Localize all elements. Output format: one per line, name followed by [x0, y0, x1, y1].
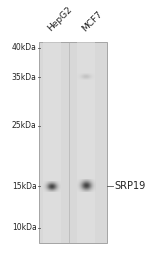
FancyBboxPatch shape — [39, 42, 107, 243]
Text: 40kDa: 40kDa — [12, 43, 37, 52]
FancyBboxPatch shape — [44, 42, 61, 243]
Text: 15kDa: 15kDa — [12, 182, 37, 191]
Text: 25kDa: 25kDa — [12, 121, 37, 130]
Text: 35kDa: 35kDa — [12, 72, 37, 81]
Text: HepG2: HepG2 — [46, 5, 74, 33]
FancyBboxPatch shape — [77, 42, 95, 243]
Text: 10kDa: 10kDa — [12, 223, 37, 232]
Text: MCF7: MCF7 — [80, 9, 104, 33]
Text: SRP19: SRP19 — [114, 181, 145, 191]
